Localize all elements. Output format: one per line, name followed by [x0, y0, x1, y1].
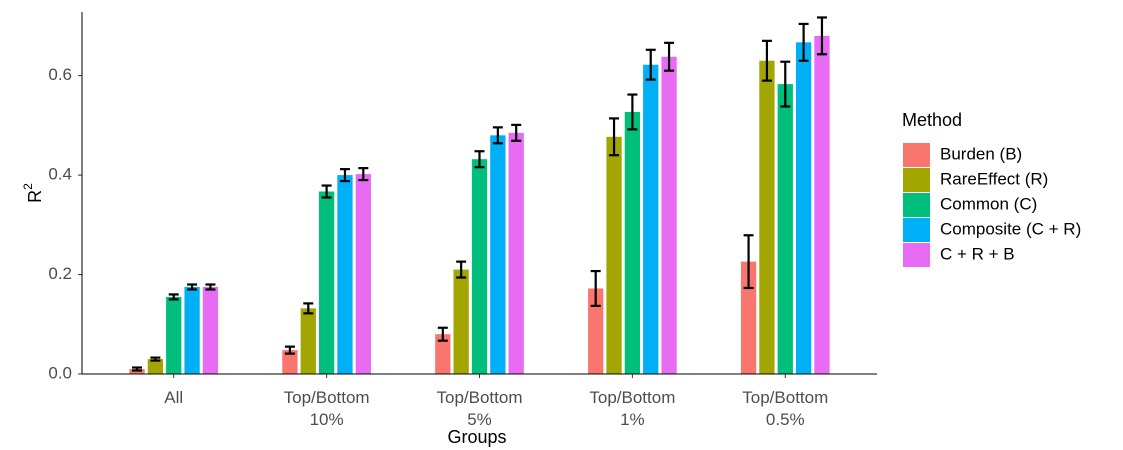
error-bar	[284, 345, 295, 355]
x-tick-label-line: Top/Bottom	[589, 388, 675, 407]
error-bar	[303, 302, 314, 315]
legend-label: Burden (B)	[940, 144, 1022, 163]
legend-key	[903, 243, 930, 267]
bar	[184, 286, 200, 374]
bar	[337, 175, 353, 374]
bar	[624, 111, 641, 374]
bar	[795, 42, 812, 374]
x-tick-label-line: All	[164, 388, 183, 407]
error-bar	[492, 126, 503, 145]
x-tick-label-line: Top/Bottom	[284, 388, 370, 407]
y-tick-label: 0.6	[48, 65, 72, 84]
legend-label: Common (C)	[940, 194, 1037, 213]
x-axis-title: Groups	[447, 427, 506, 447]
bar	[643, 64, 659, 374]
error-bar	[474, 150, 485, 169]
error-bar	[609, 117, 620, 157]
x-tick-label: Top/Bottom 10%	[284, 388, 370, 429]
bar	[759, 60, 775, 374]
legend-key	[903, 218, 930, 242]
legend-key	[903, 193, 930, 217]
error-bar	[456, 260, 467, 279]
error-bar	[321, 184, 332, 199]
error-bar	[358, 167, 369, 182]
error-bar	[339, 168, 350, 183]
error-bar	[798, 22, 809, 62]
bar	[777, 84, 793, 374]
bar	[661, 56, 677, 374]
x-tick-label-line: 10%	[310, 410, 344, 429]
x-tick-label-line: 1%	[620, 410, 645, 429]
y-axis-title: R2	[21, 183, 45, 203]
error-bar	[187, 283, 198, 291]
error-bar	[150, 356, 161, 362]
bar	[814, 35, 830, 374]
x-tick-label-line: Top/Bottom	[437, 388, 523, 407]
error-bar	[645, 48, 656, 81]
error-bar	[761, 39, 772, 82]
error-bar	[664, 41, 675, 72]
bar	[166, 296, 182, 374]
error-bar	[168, 293, 179, 301]
bar	[508, 132, 524, 374]
x-tick-label: Top/Bottom 0.5%	[742, 388, 828, 429]
x-tick-label-line: 5%	[467, 410, 492, 429]
y-tick-label: 0.4	[48, 165, 72, 184]
error-bar	[627, 93, 638, 131]
error-bar	[780, 60, 791, 108]
error-bar	[132, 366, 143, 372]
bar	[202, 286, 219, 374]
bar	[318, 191, 335, 374]
legend-label: Composite (C + R)	[940, 219, 1081, 238]
error-bar	[437, 326, 448, 342]
bar	[471, 159, 488, 374]
y-tick-label: 0.2	[48, 264, 72, 283]
error-bar	[590, 269, 601, 307]
legend-title: Method	[902, 110, 962, 130]
legend-label: RareEffect (R)	[940, 169, 1048, 188]
error-bar	[205, 283, 216, 291]
x-tick-label: Top/Bottom 1%	[589, 388, 675, 429]
bar	[147, 359, 164, 374]
bar	[300, 308, 316, 374]
error-bar	[511, 123, 522, 142]
x-tick-label: All	[164, 388, 183, 407]
error-bar	[743, 234, 754, 290]
legend-label: C + R + B	[940, 244, 1015, 263]
bar	[453, 269, 469, 374]
bar	[282, 350, 298, 374]
bar	[490, 135, 506, 374]
bar	[588, 288, 604, 374]
x-tick-label-line: Top/Bottom	[742, 388, 828, 407]
bar	[435, 334, 451, 374]
x-tick-label: Top/Bottom 5%	[437, 388, 523, 429]
legend-key	[903, 143, 930, 167]
y-axis-title-main: R	[25, 190, 45, 203]
y-axis-title-sup: 2	[21, 183, 35, 190]
error-bar	[816, 16, 827, 56]
bar	[740, 261, 757, 374]
bar	[355, 174, 371, 374]
y-tick-label: 0.0	[48, 363, 72, 382]
x-tick-label-line: 0.5%	[766, 410, 805, 429]
legend-key	[903, 168, 930, 192]
bar	[606, 136, 622, 374]
